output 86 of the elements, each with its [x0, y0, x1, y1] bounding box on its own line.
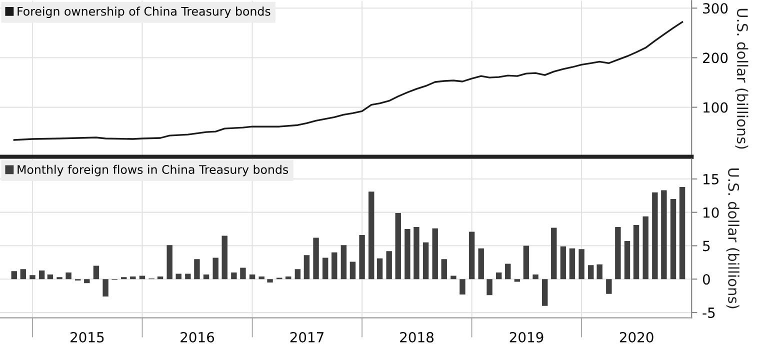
bar: [523, 246, 530, 280]
bar: [249, 274, 256, 280]
bar: [258, 276, 264, 280]
bar: [102, 279, 108, 296]
x-tick-label: 2020: [620, 332, 654, 342]
y-tick-label: 300: [703, 3, 728, 14]
y-tick-label: 10: [704, 207, 719, 218]
y-tick-label: 0: [702, 274, 710, 285]
bar: [496, 272, 502, 280]
bar: [376, 258, 383, 280]
x-tick-label: 2016: [180, 332, 214, 342]
bar: [478, 248, 484, 280]
bar: [203, 274, 210, 280]
bar: [38, 270, 45, 280]
bar: [185, 274, 191, 280]
bar: [532, 274, 538, 280]
bar: [322, 258, 328, 280]
legend-label: Monthly foreign flows in China Treasury bonds: [18, 164, 288, 176]
bar: [606, 279, 612, 294]
bar: [212, 258, 218, 280]
bar: [588, 265, 594, 280]
y-axis-title: U.S. dollar (billions): [735, 8, 748, 149]
bar: [578, 249, 584, 280]
y-tick-label: -5: [702, 308, 715, 318]
bar: [414, 227, 420, 280]
bar: [468, 232, 475, 280]
bar: [386, 251, 392, 280]
y-tick-label: 100: [704, 102, 728, 113]
bar: [560, 246, 566, 280]
y-tick-label: 15: [704, 174, 718, 184]
bar: [231, 272, 237, 280]
bar: [20, 269, 26, 280]
bar: [670, 198, 676, 280]
bar: [294, 269, 301, 280]
bar: [340, 245, 347, 280]
bar: [166, 245, 172, 280]
bar: [441, 259, 447, 280]
bar: [505, 264, 511, 280]
bar: [176, 274, 182, 280]
bar: [551, 228, 557, 280]
bar: [359, 235, 365, 280]
y-axis-title: U.S. dollar (billions): [726, 168, 740, 308]
bar: [368, 192, 374, 280]
bar: [11, 271, 17, 280]
bar: [30, 275, 36, 280]
x-tick-label: 2017: [290, 332, 324, 342]
bar: [395, 213, 401, 280]
bar: [642, 216, 648, 280]
bar: [661, 190, 667, 280]
bar: [84, 279, 90, 284]
bar: [652, 192, 658, 280]
bar: [66, 272, 72, 280]
bar: [267, 279, 273, 282]
bar: [569, 248, 576, 280]
bar: [624, 241, 630, 280]
bar: [679, 186, 686, 280]
bar: [514, 279, 520, 282]
bar: [615, 227, 621, 280]
bar: [542, 279, 548, 306]
bar: [450, 276, 456, 280]
bar: [350, 262, 356, 280]
y-tick-label: 200: [703, 52, 728, 64]
line-series: [13, 21, 684, 141]
bar: [432, 228, 438, 280]
bar: [157, 276, 164, 280]
bar: [222, 236, 228, 280]
bar: [332, 252, 338, 280]
bar: [486, 279, 492, 296]
bar: [596, 264, 602, 280]
x-tick-label: 2019: [510, 332, 544, 342]
x-tick-label: 2015: [70, 332, 104, 342]
bar: [194, 259, 200, 280]
bar: [460, 279, 466, 294]
bar: [130, 276, 136, 280]
bar: [633, 225, 640, 280]
bar: [93, 266, 100, 280]
bar: [404, 229, 410, 280]
bar: [240, 268, 246, 280]
bar: [286, 276, 292, 280]
bar: [47, 274, 54, 280]
legend-label: Foreign ownership of China Treasury bonds: [18, 6, 270, 18]
y-tick-label: 5: [703, 240, 710, 252]
bar: [304, 255, 310, 280]
x-tick-label: 2018: [400, 332, 434, 342]
bar: [313, 238, 319, 280]
bar: [422, 242, 429, 280]
